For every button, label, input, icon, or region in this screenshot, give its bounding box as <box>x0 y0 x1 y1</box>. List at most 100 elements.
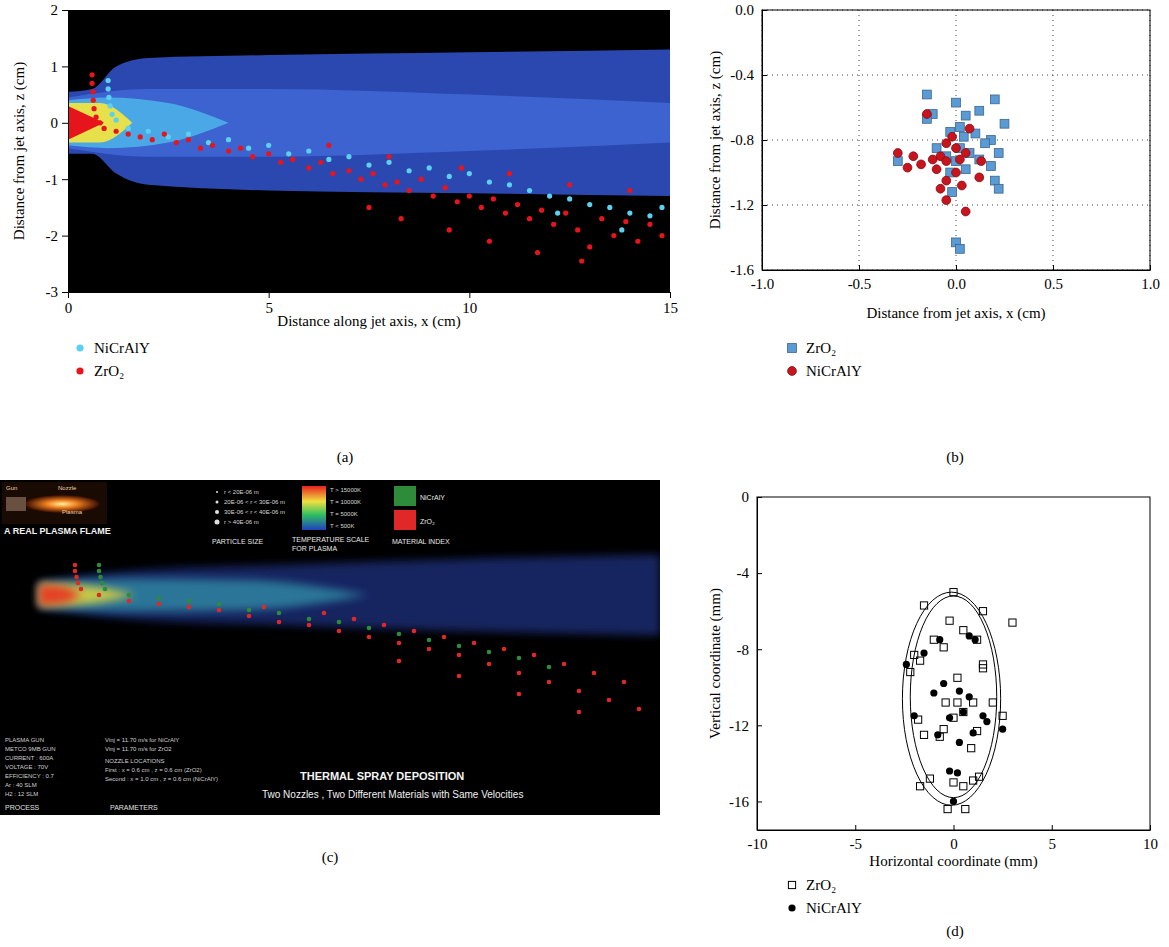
annotation: H2 : 12 SLM <box>5 791 38 797</box>
data-point <box>934 731 941 738</box>
data-point <box>515 202 520 207</box>
data-point <box>946 714 953 721</box>
x-tick: 0 <box>950 825 958 852</box>
data-point <box>959 132 968 141</box>
data-point <box>507 171 512 176</box>
data-point <box>98 120 103 125</box>
data-point <box>370 171 375 176</box>
data-point <box>893 157 902 166</box>
annotation: CURRENT : 600A <box>5 755 53 761</box>
data-point <box>942 139 951 148</box>
legend-item: NiCrAlY <box>394 486 445 506</box>
x-tick-label: -1.0 <box>751 276 775 292</box>
data-point <box>502 647 507 652</box>
legend: NiCrAlYZrO₂ <box>394 486 445 530</box>
data-point <box>73 569 78 574</box>
y-tick: -8 <box>737 642 763 658</box>
data-point <box>487 239 492 244</box>
y-tick: -1.6 <box>730 262 767 278</box>
data-point <box>487 662 492 667</box>
panel: -1.0-0.50.00.51.0-1.6-1.2-0.8-0.40.0Dist… <box>707 2 1160 466</box>
data-point <box>367 635 372 640</box>
data-point <box>352 617 357 622</box>
size-key-dot <box>216 501 219 504</box>
data-point <box>950 589 957 596</box>
data-point <box>91 106 96 111</box>
data-point <box>306 165 311 170</box>
x-tick: 10 <box>462 292 477 316</box>
series <box>89 72 664 263</box>
data-point <box>266 151 271 156</box>
data-point <box>397 641 402 646</box>
data-point <box>946 767 953 774</box>
y-tick-label: -12 <box>729 718 749 734</box>
data-point <box>126 126 131 131</box>
x-axis: -1.0-0.50.00.51.0 <box>751 265 1160 292</box>
data-point <box>290 157 295 162</box>
data-point <box>916 783 923 790</box>
y-tick: 0 <box>51 115 69 131</box>
y-tick-mark <box>757 573 762 574</box>
y-tick-label: 0.0 <box>735 2 754 18</box>
panel: -10-50510-16-12-8-40Horizontal coordinat… <box>707 489 1158 940</box>
x-tick: 5 <box>265 292 273 316</box>
data-point <box>607 698 612 703</box>
data-point <box>950 798 957 805</box>
y-tick: -1 <box>46 172 69 188</box>
data-point <box>90 89 95 94</box>
y-tick-label: 1 <box>51 59 59 75</box>
data-point <box>210 143 215 148</box>
data-point <box>577 710 582 715</box>
data-point <box>186 137 191 142</box>
data-point <box>277 611 282 616</box>
data-point <box>926 775 933 782</box>
data-point <box>909 152 918 161</box>
data-point <box>157 602 162 607</box>
data-point <box>611 233 616 238</box>
annotation: THERMAL SPRAY DEPOSITION <box>300 770 464 782</box>
data-point <box>277 620 282 625</box>
data-point <box>955 244 964 253</box>
annotation: Vinj = 11.70 m/s for NiCrAlY <box>105 737 179 743</box>
y-tick-label: -8 <box>737 642 750 658</box>
data-point <box>547 665 552 670</box>
annotations: GunNozzlePlasmaA REAL PLASMA FLAMEr < 20… <box>4 485 523 811</box>
annotation: r < 20E-06 m <box>224 489 259 495</box>
legend: ZrO₂NiCrAlY <box>788 340 862 379</box>
annotation: T = 5000K <box>330 511 358 517</box>
data-point <box>386 160 391 165</box>
data-point <box>472 641 477 646</box>
data-point <box>127 599 132 604</box>
data-point <box>79 587 84 592</box>
y-tick-label: -0.8 <box>730 132 754 148</box>
y-tick-mark <box>62 179 68 180</box>
y-tick: 1 <box>51 59 69 75</box>
annotation: T = 10000K <box>330 499 361 505</box>
data-point <box>126 131 131 136</box>
legend-label: ZrO₂ <box>94 363 124 379</box>
legend-label: NiCrAlY <box>806 363 862 379</box>
annotation: PARTICLE SIZE <box>212 538 263 545</box>
data-point <box>217 608 222 613</box>
data-point <box>326 157 331 162</box>
annotation: TEMPERATURE SCALE <box>292 536 370 543</box>
size-key-dot <box>215 520 220 525</box>
data-point <box>517 671 522 676</box>
data-point <box>942 196 951 205</box>
data-point <box>97 563 102 568</box>
y-tick: -3 <box>46 284 69 300</box>
panel: NiCrAlYZrO₂GunNozzlePlasmaA REAL PLASMA … <box>0 480 660 866</box>
legend-item: ZrO₂ <box>788 877 836 893</box>
y-axis: -3-2-1012 <box>46 2 69 300</box>
data-point <box>975 106 984 115</box>
data-point <box>157 596 162 601</box>
legend-swatch <box>394 486 416 506</box>
y-tick-label: -16 <box>729 794 749 810</box>
data-point <box>174 140 179 145</box>
x-tick-label: 10 <box>1143 836 1158 852</box>
data-point <box>981 139 990 148</box>
data-point <box>337 629 342 634</box>
x-tick-mark <box>954 825 955 830</box>
annotation: FOR PLASMA <box>292 545 337 552</box>
data-point <box>942 157 951 166</box>
